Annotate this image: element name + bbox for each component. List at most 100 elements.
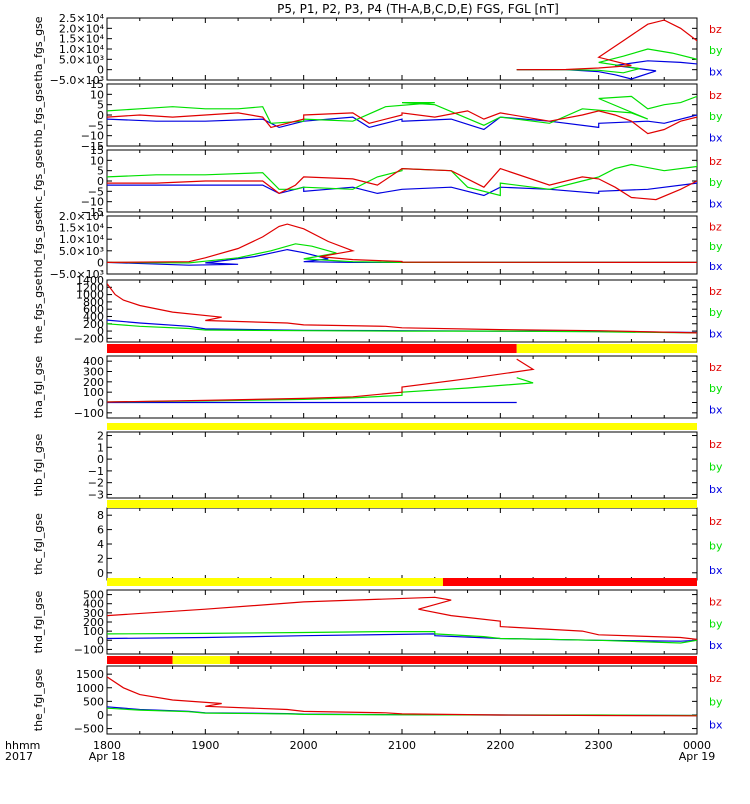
y-tick-label: 500 <box>83 695 104 708</box>
figure-title: P5, P1, P2, P3, P4 (TH-A,B,C,D,E) FGS, F… <box>277 2 559 16</box>
y-tick-label: 0 <box>97 397 104 410</box>
y-tick-label: −2 <box>88 477 104 490</box>
series-by-line <box>107 323 697 334</box>
flag-bar-yellow <box>172 656 230 664</box>
series-bz-line <box>107 223 697 263</box>
y-axis-label: tha_fgs_gse <box>32 16 45 81</box>
y-tick-label: 15 <box>90 144 104 157</box>
y-tick-label: 1.0×10⁴ <box>59 233 105 246</box>
flag-bar-red <box>442 578 697 586</box>
flag-bars <box>107 344 697 664</box>
y-tick-label: 0 <box>97 325 104 338</box>
x-tick-label: 1900 <box>191 739 219 752</box>
legend-bx: bx <box>709 197 723 210</box>
panel-frame <box>106 507 698 581</box>
y-tick-label: 1400 <box>76 274 104 287</box>
legend-bz: bz <box>709 515 722 528</box>
time-row-label: hhmm <box>5 739 40 752</box>
y-tick-label: 100 <box>83 625 104 638</box>
series-bx-line <box>516 60 697 80</box>
flag-bar-red <box>107 344 517 353</box>
y-tick-label: 15 <box>90 78 104 91</box>
flag-bar-red <box>107 656 173 664</box>
legend-bx: bx <box>709 639 723 652</box>
y-tick-label: 0 <box>97 567 104 580</box>
x-tick-label: 2300 <box>585 739 613 752</box>
legend-bx: bx <box>709 65 723 78</box>
y-axis-label: thb_fgl_gse <box>32 433 45 496</box>
y-axis-label: thc_fgl_gse <box>32 513 45 575</box>
x-tick-label: 0000 <box>683 739 711 752</box>
y-tick-label: −15 <box>81 140 104 153</box>
legend-by: by <box>709 176 723 189</box>
series-bx-line <box>107 633 697 642</box>
series-bz-line <box>107 676 697 717</box>
y-axis-label: tha_fgl_gse <box>32 356 45 419</box>
legend-bx: bx <box>709 718 723 731</box>
legend-bx: bx <box>709 327 723 340</box>
y-tick-label: 2 <box>97 552 104 565</box>
series-bz-line <box>107 167 697 201</box>
flag-bar-yellow <box>107 500 697 508</box>
series-by-line <box>107 95 697 126</box>
legend-by: by <box>709 460 723 473</box>
flag-bar-yellow <box>107 578 443 586</box>
y-tick-label: 500 <box>83 589 104 602</box>
x-tick-label: 2000 <box>290 739 318 752</box>
y-tick-label: 300 <box>83 607 104 620</box>
legend-by: by <box>709 617 723 630</box>
y-tick-label: 0 <box>97 453 104 466</box>
date-label: Apr 19 <box>679 750 716 763</box>
legend-by: by <box>709 539 723 552</box>
legend-bz: bz <box>709 285 722 298</box>
legend-bx: bx <box>709 260 723 273</box>
y-tick-label: 5 <box>97 165 104 178</box>
y-tick-label: 2.0×10⁴ <box>59 22 105 35</box>
y-tick-label: 1.0×10⁴ <box>59 43 105 56</box>
legend-bx: bx <box>709 483 723 496</box>
y-tick-label: 600 <box>83 303 104 316</box>
y-tick-label: 5.0×10³ <box>59 53 104 66</box>
panel-frame <box>106 665 698 735</box>
y-tick-label: −500 <box>74 723 104 736</box>
y-tick-label: 1.5×10⁴ <box>59 33 105 46</box>
panel-frame <box>106 279 698 343</box>
legend-bx: bx <box>709 403 723 416</box>
y-tick-label: 0 <box>97 709 104 722</box>
y-tick-label: 0 <box>97 109 104 122</box>
legend-bz: bz <box>709 89 722 102</box>
y-tick-label: 0 <box>97 64 104 77</box>
y-tick-label: 400 <box>83 598 104 611</box>
y-tick-label: 5.0×10³ <box>59 245 104 258</box>
legend-by: by <box>709 695 723 708</box>
legend-by: by <box>709 240 723 253</box>
y-tick-label: 5 <box>97 99 104 112</box>
y-tick-label: 6 <box>97 524 104 537</box>
y-tick-label: 10 <box>90 88 104 101</box>
series-bz-line <box>107 283 697 334</box>
y-axis-label: thd_fgl_gse <box>32 590 45 653</box>
legend-bz: bz <box>709 220 722 233</box>
y-tick-label: 1000 <box>76 289 104 302</box>
series-bz-line <box>107 596 697 640</box>
date-label: Apr 18 <box>89 750 126 763</box>
y-tick-label: 0 <box>97 634 104 647</box>
legend-bx: bx <box>709 564 723 577</box>
y-axis-label: thc_fgs_gse <box>32 149 45 214</box>
legend-bz: bz <box>709 155 722 168</box>
panels: −5.0×10³05.0×10³1.0×10⁴1.5×10⁴2.0×10⁴2.5… <box>32 12 723 736</box>
flag-bar-red <box>229 656 697 664</box>
legend-by: by <box>709 382 723 395</box>
y-tick-label: −1 <box>88 465 104 478</box>
panel-frame <box>106 431 698 499</box>
y-tick-label: −100 <box>74 643 104 656</box>
y-tick-label: 1200 <box>76 281 104 294</box>
y-tick-label: −5.0×10³ <box>50 268 104 281</box>
series-by-line <box>107 630 697 644</box>
